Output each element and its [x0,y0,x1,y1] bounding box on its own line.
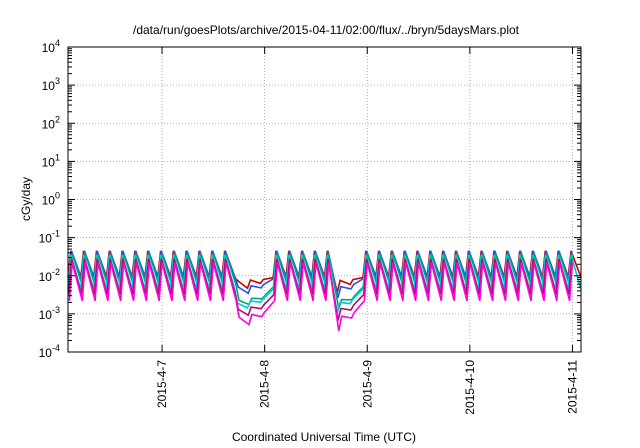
y-tick-label: 103 [42,76,60,93]
y-tick-label: 10-1 [39,229,60,246]
x-tick-label: 2015-4-11 [565,360,579,414]
y-tick-label: 101 [42,152,60,169]
y-tick-label: 104 [42,38,60,55]
x-axis: 2015-4-7 2015-4-8 2015-4-9 2015-4-10 2015-4-… [155,47,579,415]
series-line-3 [68,253,574,310]
x-tick-label: 2015-4-8 [258,360,272,408]
y-tick-label: 10-4 [39,343,60,360]
plot-frame [67,46,582,353]
x-tick-label: 2015-4-9 [360,360,374,408]
x-tick-label: 2015-4-10 [463,360,477,415]
y-tick-label: 100 [42,191,60,208]
series-line-4 [67,254,582,314]
y-tick-label: 10-3 [39,305,60,322]
x-tick-label: 2015-4-7 [155,360,169,408]
series-line-6 [68,262,574,331]
y-axis: 10-4 10-3 10-2 10-1 100 101 102 103 104 [39,38,581,360]
x-axis-label: Coordinated Universal Time (UTC) [232,430,416,444]
grid [68,47,581,352]
chart-title: /data/run/goesPlots/archive/2015-04-11/0… [133,23,520,37]
y-axis-label: cGy/day [19,177,33,221]
y-tick-label: 102 [42,114,60,131]
series-layer [67,250,582,331]
y-tick-label: 10-2 [39,267,60,284]
